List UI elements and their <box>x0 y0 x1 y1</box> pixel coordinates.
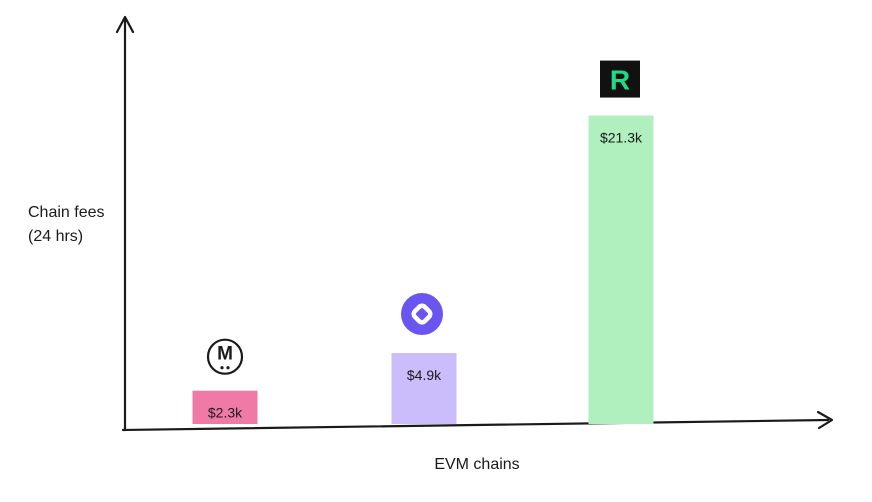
r-logo-icon: R <box>600 60 640 98</box>
m-logo-letter: M <box>217 344 233 365</box>
ring-logo-icon <box>401 293 443 336</box>
x-axis-label: EVM chains <box>434 456 519 473</box>
bar-2 <box>391 353 457 424</box>
bar-3 <box>588 115 654 425</box>
y-axis-label-line-2: (24 hrs) <box>28 228 83 245</box>
y-axis-arrow <box>115 15 135 34</box>
m-logo-icon: M <box>206 338 244 375</box>
x-axis <box>121 418 830 432</box>
bar-value-label-2: $4.9k <box>407 367 442 383</box>
r-logo-letter: R <box>610 65 630 96</box>
bar-value-label-1: $2.3k <box>208 405 243 421</box>
bar-value-label-3: $21.3k <box>600 130 643 146</box>
bar-1 <box>192 390 258 424</box>
x-axis-arrow <box>816 410 834 430</box>
y-axis-label-line-1: Chain fees <box>28 204 105 221</box>
